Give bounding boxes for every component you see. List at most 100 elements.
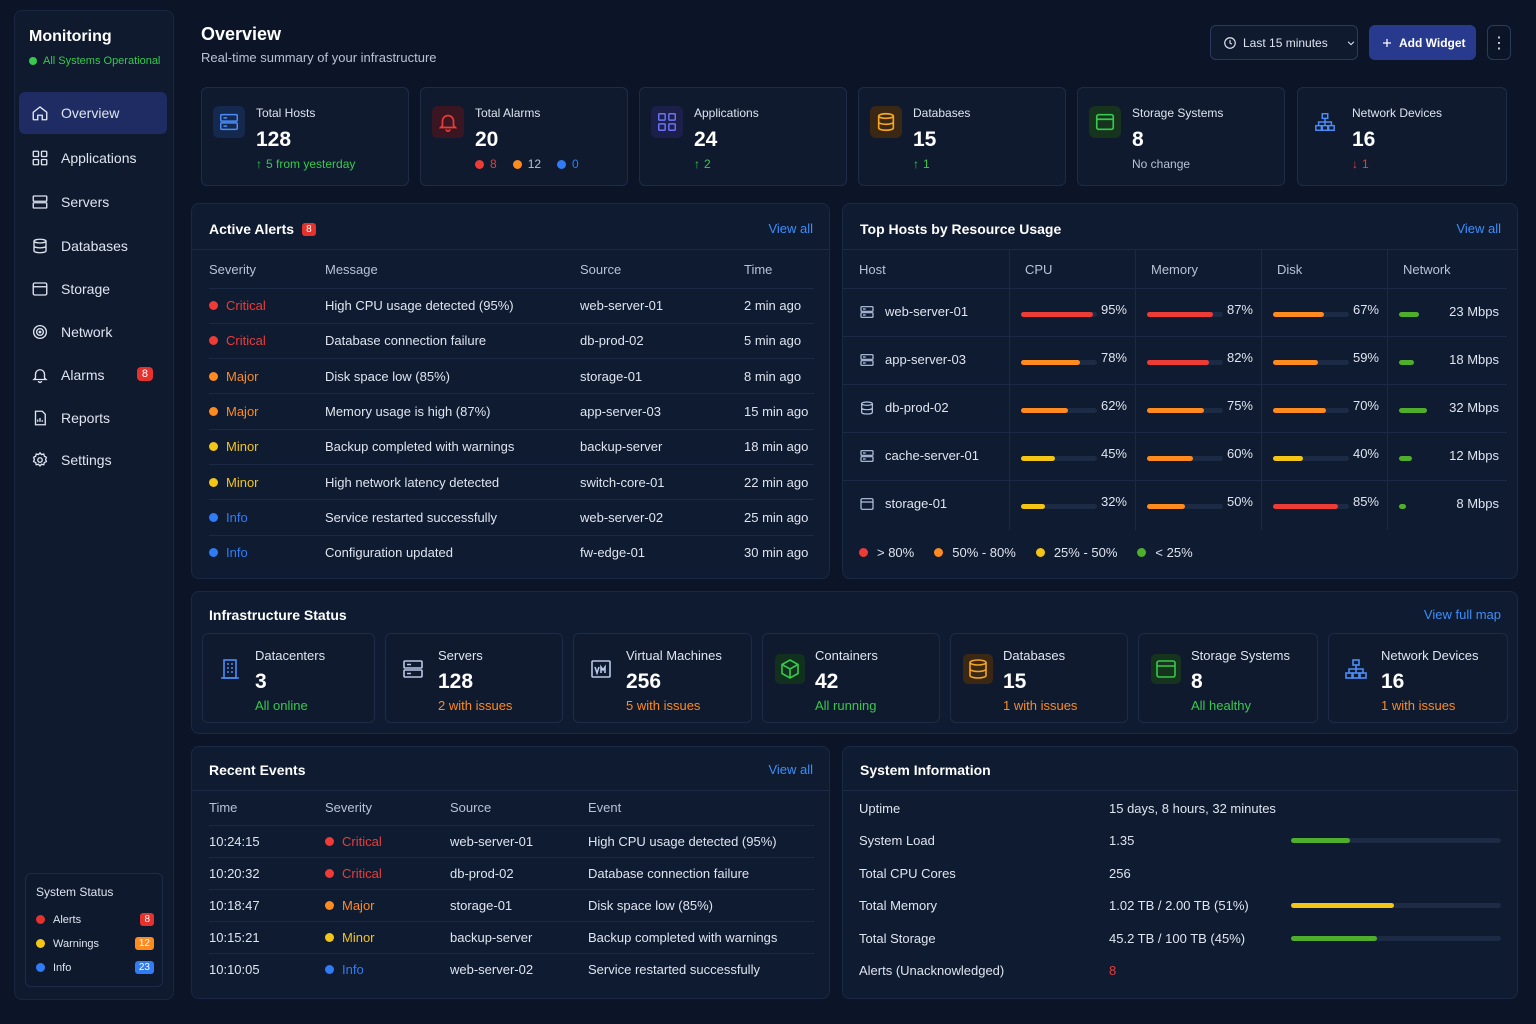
panel-title: Top Hosts by Resource Usage (860, 221, 1062, 237)
infra-card-containers[interactable]: Containers 42 All running (762, 633, 940, 723)
bell-icon (432, 106, 464, 138)
legend-dot (934, 548, 944, 557)
table-row[interactable]: 10:15:21 Minor backup-server Backup complet… (209, 920, 814, 953)
grid-icon (651, 106, 683, 138)
alert-source: backup-server (580, 428, 744, 465)
infra-card-databases[interactable]: Databases 15 1 with issues (950, 633, 1128, 723)
stat-label: Total Alarms (475, 106, 541, 120)
event-source: db-prod-02 (450, 856, 588, 889)
host-row[interactable]: app-server-03 78% 82% 59% 18 Mbps (843, 336, 1507, 384)
time-range-select[interactable]: Last 15 minutes (1210, 25, 1358, 60)
table-row[interactable]: Critical Database connection failure db-pr… (209, 322, 814, 359)
infra-card-servers[interactable]: Servers 128 2 with issues (385, 633, 563, 723)
system-status-label: Info (53, 961, 72, 974)
infra-card-virtual-machines[interactable]: Virtual Machines 256 5 with issues (573, 633, 752, 723)
sidebar-item-overview[interactable]: Overview (19, 92, 167, 134)
events-view-all-link[interactable]: View all (768, 762, 813, 777)
add-widget-label: Add Widget (1399, 35, 1466, 50)
server-icon (859, 352, 875, 368)
alert-source: db-prod-02 (580, 322, 744, 359)
sidebar-item-network[interactable]: Network (15, 311, 173, 353)
stat-card-total-hosts[interactable]: Total Hosts 128 ↑ 5 from yesterday (201, 87, 409, 186)
row-divider (843, 384, 1507, 385)
system-info-bar-track (1291, 935, 1501, 941)
sidebar-item-databases[interactable]: Databases (15, 225, 173, 267)
infra-card-datacenters[interactable]: Datacenters 3 All online (202, 633, 375, 723)
severity-dot (209, 371, 218, 381)
system-status-info: Info 23 (36, 961, 154, 974)
table-row[interactable]: Major Memory usage is high (87%) app-serve… (209, 393, 814, 430)
alerts-view-all-link[interactable]: View all (768, 221, 813, 236)
plus-icon (1383, 38, 1391, 47)
stat-card-applications[interactable]: Applications 24 ↑ 2 (639, 87, 847, 186)
table-row[interactable]: Critical High CPU usage detected (95%) web… (209, 287, 814, 324)
table-row[interactable]: 10:20:32 Critical db-prod-02 Database conne… (209, 856, 814, 889)
alert-source: app-server-03 (580, 393, 744, 430)
stat-card-databases[interactable]: Databases 15 ↑ 1 (858, 87, 1066, 186)
column-header: Disk (1277, 262, 1303, 277)
stat-value: 15 (913, 128, 937, 151)
stat-trend-text: No change (1132, 157, 1191, 171)
sidebar: Monitoring All Systems Operational Overv… (14, 10, 174, 1000)
arrow-up-icon: ↑ (256, 157, 262, 171)
infra-value: 42 (815, 670, 839, 693)
legend-item: 50% - 80% (934, 545, 1016, 560)
sidebar-item-applications[interactable]: Applications (15, 137, 173, 179)
status-dot (29, 57, 37, 65)
stat-card-total-alarms[interactable]: Total Alarms 20 8 12 0 (420, 87, 628, 186)
view-full-map-link[interactable]: View full map (1423, 607, 1501, 622)
severity: Info (209, 545, 325, 560)
stat-card-storage-systems[interactable]: Storage Systems 8 No change (1077, 87, 1285, 186)
more-options-button[interactable]: ⋮ (1487, 25, 1511, 60)
event-time: 10:10:05 (209, 952, 325, 985)
system-info-key: Alerts (Unacknowledged) (859, 963, 1005, 978)
server-icon (213, 106, 245, 138)
infra-value: 15 (1003, 670, 1027, 693)
table-row[interactable]: 10:24:15 Critical web-server-01 High CPU us… (209, 824, 814, 857)
table-row[interactable]: 10:10:05 Info web-server-02 Service restart… (209, 952, 814, 985)
alert-message: Disk space low (85%) (325, 358, 580, 394)
severity-dot (325, 868, 334, 878)
cpu-percent: 95% (1100, 302, 1127, 317)
host-row[interactable]: storage-01 32% 50% 85% 8 Mbps (843, 480, 1507, 528)
sidebar-item-alarms[interactable]: Alarms 8 (15, 354, 173, 396)
infra-card-storage-systems[interactable]: Storage Systems 8 All healthy (1138, 633, 1318, 723)
host-row[interactable]: db-prod-02 62% 75% 70% 32 Mbps (843, 384, 1507, 432)
table-row[interactable]: Minor Backup completed with warnings backu… (209, 428, 814, 465)
panel-title: Recent Events (209, 762, 306, 778)
database-icon (33, 238, 47, 254)
sidebar-item-storage[interactable]: Storage (15, 268, 173, 310)
infra-card-network-devices[interactable]: Network Devices 16 1 with issues (1328, 633, 1508, 723)
sidebar-item-settings[interactable]: Settings (15, 439, 173, 481)
sidebar-item-servers[interactable]: Servers (15, 181, 173, 223)
critical-count: 8 (490, 157, 497, 171)
page-title: Overview (201, 24, 282, 44)
severity: Major (325, 898, 450, 913)
table-row[interactable]: Major Disk space low (85%) storage-01 8 min… (209, 358, 814, 394)
severity-dot (325, 836, 334, 846)
divider (843, 288, 1507, 289)
row-divider (843, 480, 1507, 481)
table-row[interactable]: Info Configuration updated fw-edge-01 30 mi… (209, 534, 814, 571)
host-row[interactable]: web-server-01 95% 87% 67% 23 Mbps (843, 288, 1507, 336)
add-widget-button[interactable]: Add Widget (1369, 25, 1476, 60)
mem-percent: 82% (1226, 350, 1253, 365)
hosts-view-all-link[interactable]: View all (1456, 221, 1501, 236)
alert-time: 30 min ago (744, 534, 814, 571)
disk-percent: 70% (1352, 398, 1379, 413)
column-header: Network (1403, 262, 1451, 277)
disk-bar-fill (1273, 504, 1338, 509)
stat-card-network-devices[interactable]: Network Devices 16 ↓ 1 (1297, 87, 1507, 186)
severity: Critical (209, 298, 325, 313)
panel-title: Active Alerts (209, 221, 295, 237)
host-row[interactable]: cache-server-01 45% 60% 40% 12 Mbps (843, 432, 1507, 480)
table-row[interactable]: 10:18:47 Major storage-01 Disk space low (8… (209, 888, 814, 921)
table-row[interactable]: Info Service restarted successfully web-se… (209, 499, 814, 536)
sidebar-item-reports[interactable]: Reports (15, 397, 173, 439)
cpu-bar-fill (1021, 408, 1069, 413)
network-bar-fill (1399, 504, 1407, 509)
column-header: Source (450, 800, 492, 816)
table-row[interactable]: Minor High network latency detected switch… (209, 463, 814, 500)
alert-message: High network latency detected (325, 463, 580, 500)
stat-trend: ↑ 2 (694, 157, 711, 171)
